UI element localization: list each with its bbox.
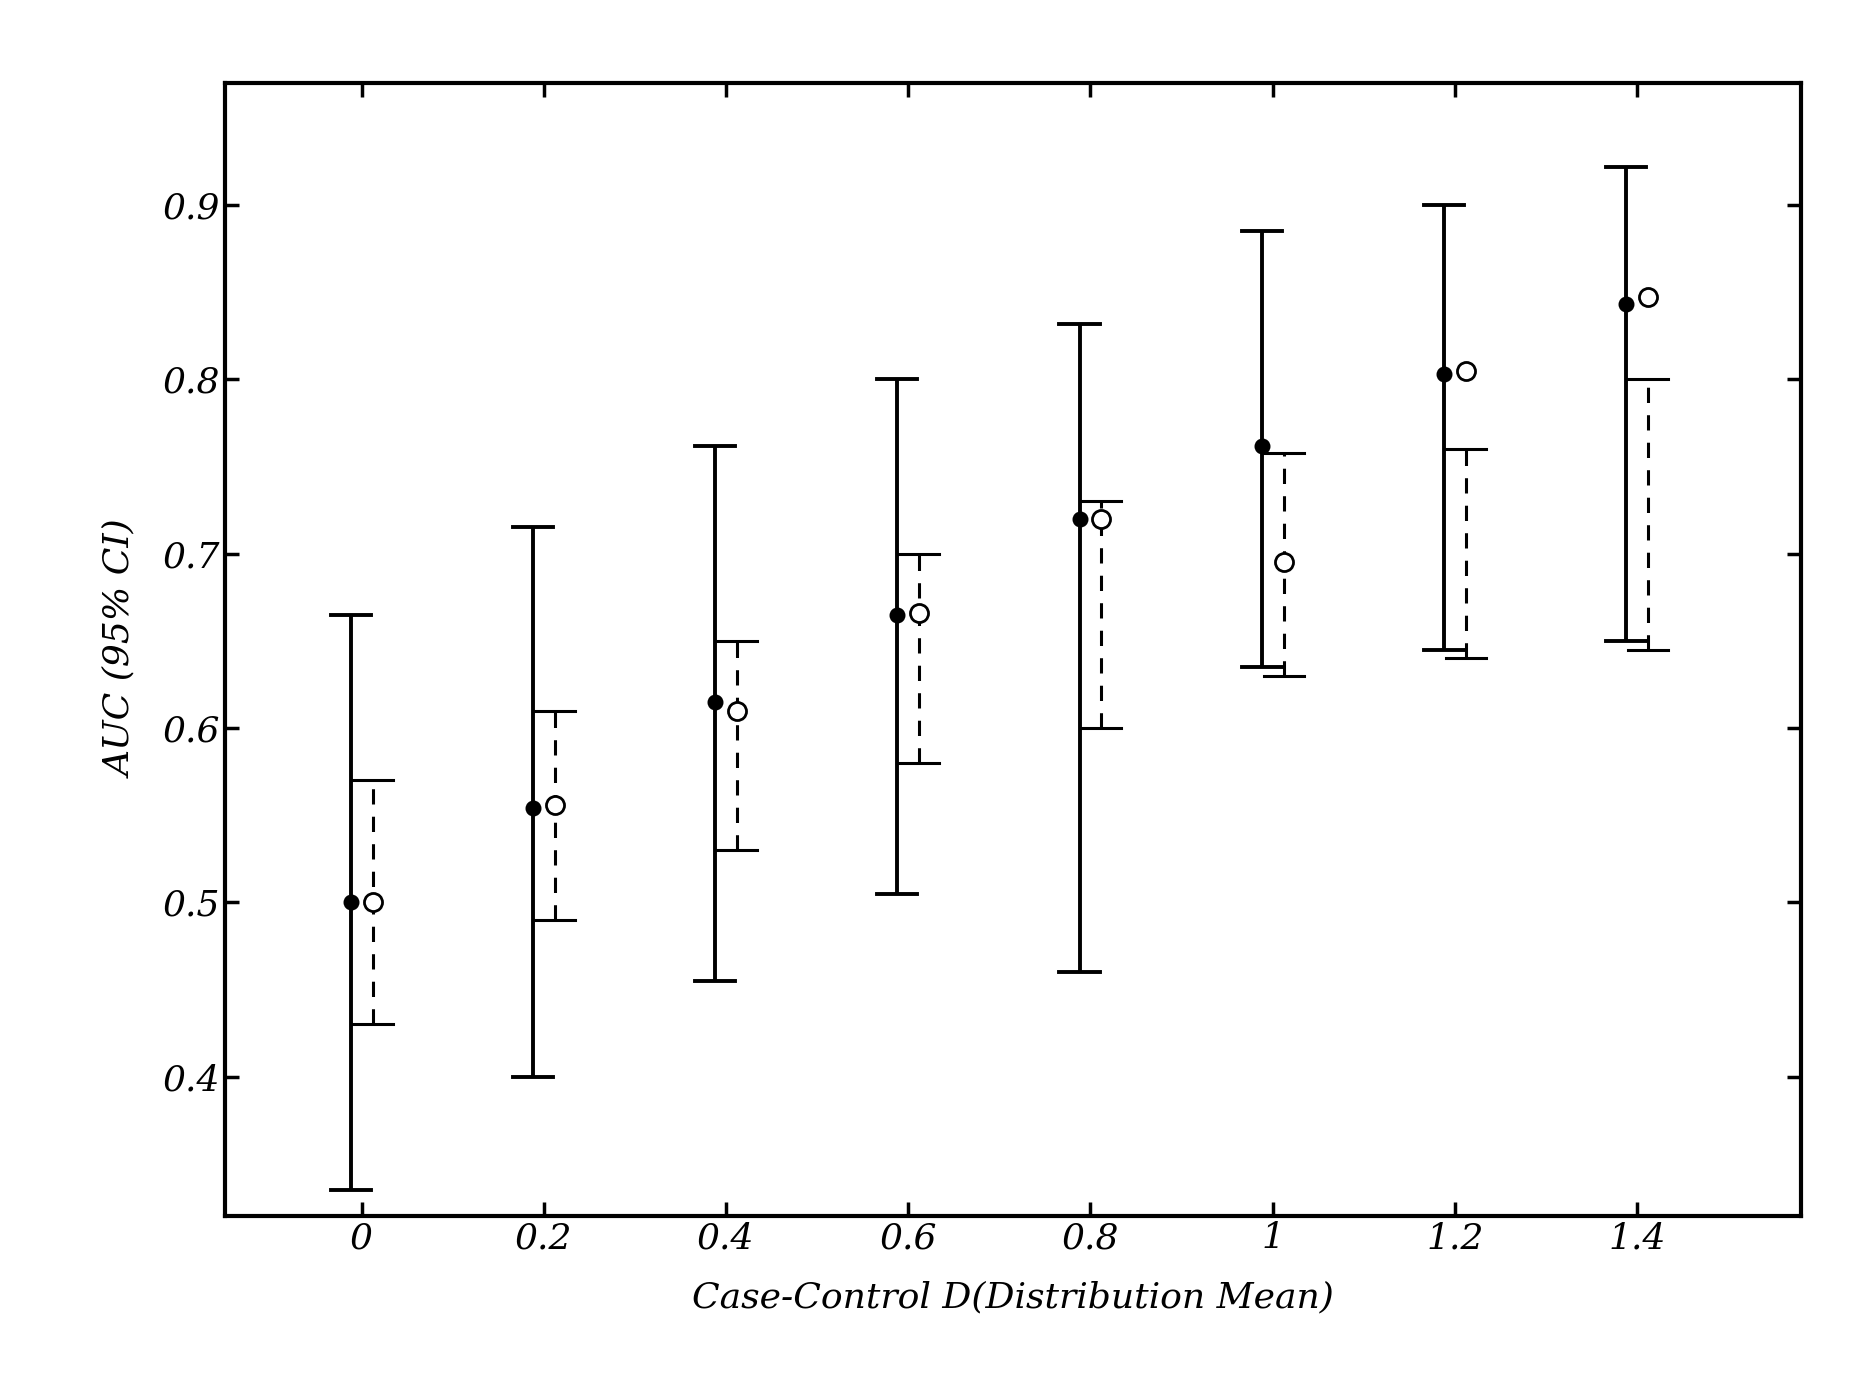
X-axis label: Case-Control D(Distribution Mean): Case-Control D(Distribution Mean) [692, 1280, 1334, 1314]
Y-axis label: AUC (95% CI): AUC (95% CI) [103, 521, 137, 778]
